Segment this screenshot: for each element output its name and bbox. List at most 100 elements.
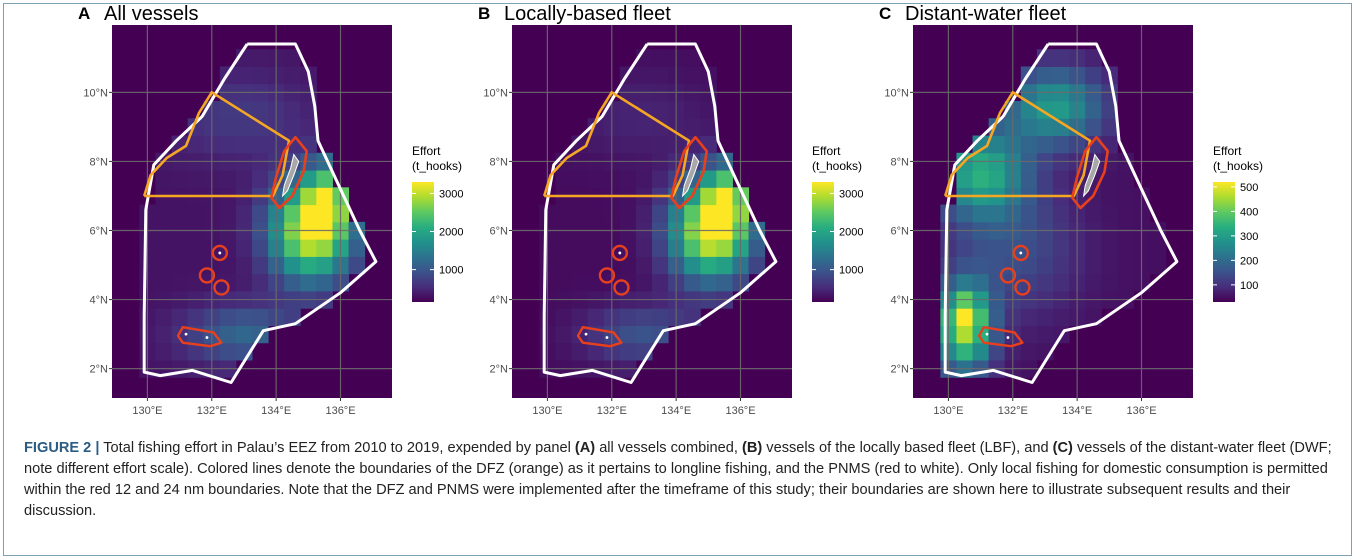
lat-tick-label: 4°N xyxy=(490,295,509,307)
effort-cell xyxy=(635,239,653,257)
effort-cell xyxy=(1085,66,1102,85)
effort-cell xyxy=(300,170,317,188)
effort-cell xyxy=(1020,342,1038,361)
effort-cell xyxy=(1020,256,1038,275)
effort-cell xyxy=(700,239,717,257)
effort-cell xyxy=(1101,100,1118,119)
pnms-ring xyxy=(1012,244,1030,262)
effort-cell xyxy=(652,308,669,326)
effort-cell xyxy=(171,239,189,257)
effort-cell xyxy=(652,239,669,257)
eez-boundary xyxy=(943,42,1179,384)
panel-letter: C xyxy=(879,4,891,23)
effort-cell xyxy=(235,308,253,326)
effort-cell xyxy=(571,204,589,223)
effort-cell xyxy=(316,256,333,275)
pnms-ring xyxy=(613,279,630,296)
effort-cell xyxy=(1036,170,1054,188)
effort-cell xyxy=(635,273,653,292)
effort-cell xyxy=(956,273,974,292)
effort-cell xyxy=(700,187,717,206)
effort-cell xyxy=(956,204,974,223)
effort-cell xyxy=(1101,239,1118,257)
effort-cell xyxy=(635,170,653,188)
lon-tick-label: 130°E xyxy=(532,405,562,417)
dfz-boundary xyxy=(542,91,691,198)
effort-cell xyxy=(235,256,253,275)
effort-cell xyxy=(171,308,189,326)
effort-cell xyxy=(684,66,701,85)
effort-cell xyxy=(187,204,205,223)
effort-cell xyxy=(235,118,253,137)
lat-tick-label: 8°N xyxy=(891,156,910,168)
effort-cell xyxy=(155,325,173,344)
palau-islands xyxy=(281,153,300,198)
legend-tick-label: 200 xyxy=(1240,255,1258,267)
lat-tick-label: 10°N xyxy=(483,87,508,99)
effort-cell xyxy=(155,308,173,326)
effort-cell xyxy=(555,308,573,326)
effort-cell xyxy=(716,187,733,206)
effort-cell xyxy=(555,204,573,223)
legend-title-units: (t_hooks) xyxy=(812,159,862,173)
lat-tick-label: 8°N xyxy=(90,156,109,168)
caption-label: FIGURE 2 | xyxy=(24,440,100,456)
effort-cell xyxy=(300,187,317,206)
effort-cell xyxy=(1036,135,1054,154)
effort-cell xyxy=(235,66,253,85)
effort-cell xyxy=(1085,204,1102,223)
lat-tick-label: 10°N xyxy=(83,87,108,99)
effort-cell xyxy=(1053,204,1070,223)
effort-cell xyxy=(219,135,237,154)
legend-title: Effort xyxy=(812,144,841,158)
dfz-boundary xyxy=(943,91,1092,198)
effort-cell xyxy=(1117,170,1134,188)
effort-cell xyxy=(252,170,269,188)
effort-cell xyxy=(252,118,269,137)
caption-text-1: Total fishing effort in Palau’s EEZ from… xyxy=(99,440,575,456)
effort-cell xyxy=(300,256,317,275)
legend-tick-label: 1000 xyxy=(839,265,863,277)
effort-cell xyxy=(1101,273,1118,292)
effort-cell xyxy=(716,239,733,257)
effort-cell xyxy=(219,308,237,326)
lon-tick-label: 134°E xyxy=(661,405,691,417)
effort-cell xyxy=(956,239,974,257)
effort-cell xyxy=(252,239,269,257)
effort-cell xyxy=(587,342,605,361)
effort-cell xyxy=(171,204,189,223)
island-dot xyxy=(985,332,989,336)
island-dot xyxy=(1006,336,1010,339)
effort-cell xyxy=(684,100,701,119)
caption-text-4: vessels of the distant-water fleet (DWF;… xyxy=(24,440,1332,519)
eez-boundary xyxy=(542,42,778,384)
legend-tick-label: 100 xyxy=(1240,280,1258,292)
effort-cell xyxy=(1101,118,1118,137)
pnms-ring xyxy=(999,267,1017,284)
effort-cell xyxy=(1020,204,1038,223)
effort-cell xyxy=(1036,308,1054,326)
effort-cell xyxy=(716,204,733,223)
effort-cell xyxy=(988,273,1006,292)
effort-cell xyxy=(1149,256,1167,275)
effort-cell xyxy=(555,256,573,275)
legend-colorbar xyxy=(812,182,834,302)
effort-cell xyxy=(187,308,205,326)
effort-cell xyxy=(619,308,637,326)
effort-cell xyxy=(1020,239,1038,257)
effort-cell xyxy=(619,325,637,344)
island-dot xyxy=(605,336,609,339)
effort-cell xyxy=(235,325,253,344)
caption-ref-a: (A) xyxy=(574,440,596,456)
pnms-ring xyxy=(598,267,616,284)
effort-cell xyxy=(284,66,301,85)
lon-tick-label: 134°E xyxy=(1062,405,1092,417)
island-dot xyxy=(218,251,222,255)
effort-cell xyxy=(988,239,1006,257)
effort-cell xyxy=(1053,170,1070,188)
effort-cell xyxy=(700,118,717,137)
effort-cell xyxy=(155,342,173,361)
lat-tick-label: 6°N xyxy=(891,225,910,237)
lat-tick-label: 2°N xyxy=(90,364,109,376)
effort-cell xyxy=(700,204,717,223)
